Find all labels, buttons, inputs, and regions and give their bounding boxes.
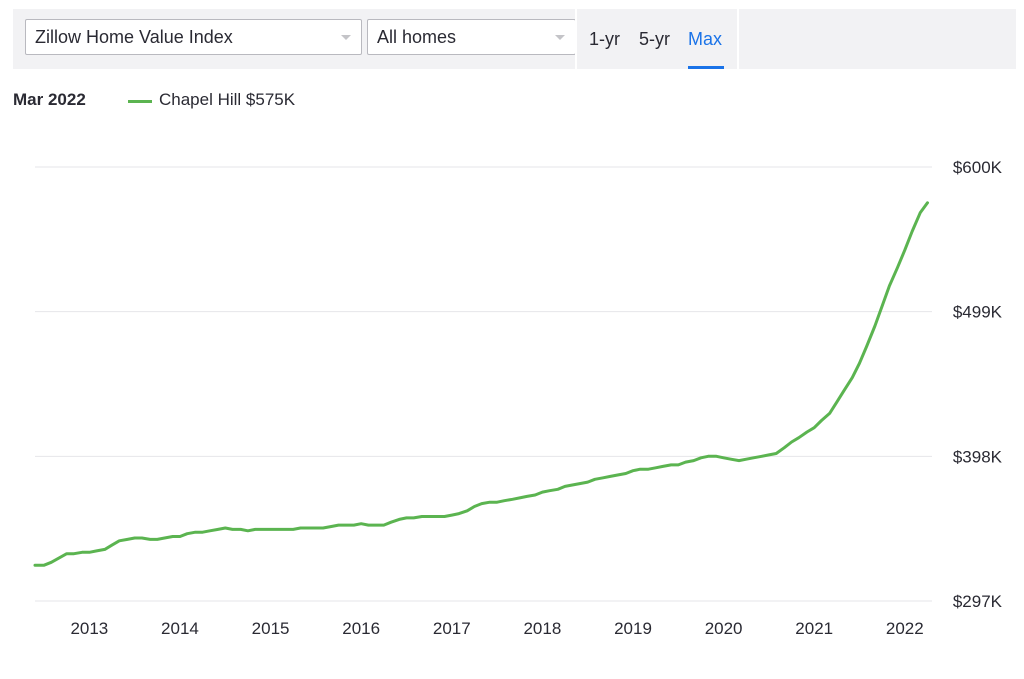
- y-tick-label: $297K: [953, 592, 1003, 611]
- x-tick-label: 2021: [795, 619, 833, 638]
- home-type-dropdown[interactable]: All homes: [367, 19, 576, 55]
- metric-dropdown-value: Zillow Home Value Index: [35, 27, 233, 47]
- chevron-down-icon: [341, 35, 351, 40]
- legend-swatch: [128, 100, 152, 103]
- range-selector: 1-yr 5-yr Max: [577, 9, 737, 69]
- legend-series-label: Chapel Hill $575K: [159, 90, 296, 109]
- series-layer: [33, 201, 929, 567]
- gridlines: [35, 166, 932, 602]
- y-tick-label: $398K: [953, 447, 1003, 466]
- x-tick-label: 2020: [705, 619, 743, 638]
- x-axis-labels: 2013 2014 2015 2016 2017 2018 2019 2020 2021 2022: [70, 619, 923, 638]
- range-max-button[interactable]: Max: [688, 29, 723, 49]
- home-type-dropdown-value: All homes: [377, 27, 457, 47]
- toolbar-divider: [575, 9, 577, 69]
- x-tick-label: 2016: [342, 619, 380, 638]
- x-tick-label: 2019: [614, 619, 652, 638]
- y-tick-label: $600K: [953, 158, 1003, 177]
- range-1yr-button[interactable]: 1-yr: [589, 29, 620, 49]
- metric-dropdown[interactable]: Zillow Home Value Index: [25, 19, 362, 55]
- y-tick-label: $499K: [953, 303, 1003, 322]
- range-5yr-button[interactable]: 5-yr: [639, 29, 670, 49]
- x-tick-label: 2013: [70, 619, 108, 638]
- series-line-chapel-hill: [33, 201, 929, 567]
- toolbar-divider: [737, 9, 739, 69]
- chart-toolbar: Zillow Home Value Index All homes 1-yr 5…: [13, 9, 1016, 69]
- x-tick-label: 2014: [161, 619, 199, 638]
- y-axis-labels: $297K $398K $499K $600K: [953, 158, 1003, 611]
- x-tick-label: 2022: [886, 619, 924, 638]
- legend-date: Mar 2022: [13, 90, 86, 109]
- x-tick-label: 2018: [523, 619, 561, 638]
- active-range-indicator: [688, 66, 724, 69]
- chevron-down-icon: [555, 35, 565, 40]
- x-tick-label: 2017: [433, 619, 471, 638]
- x-tick-label: 2015: [252, 619, 290, 638]
